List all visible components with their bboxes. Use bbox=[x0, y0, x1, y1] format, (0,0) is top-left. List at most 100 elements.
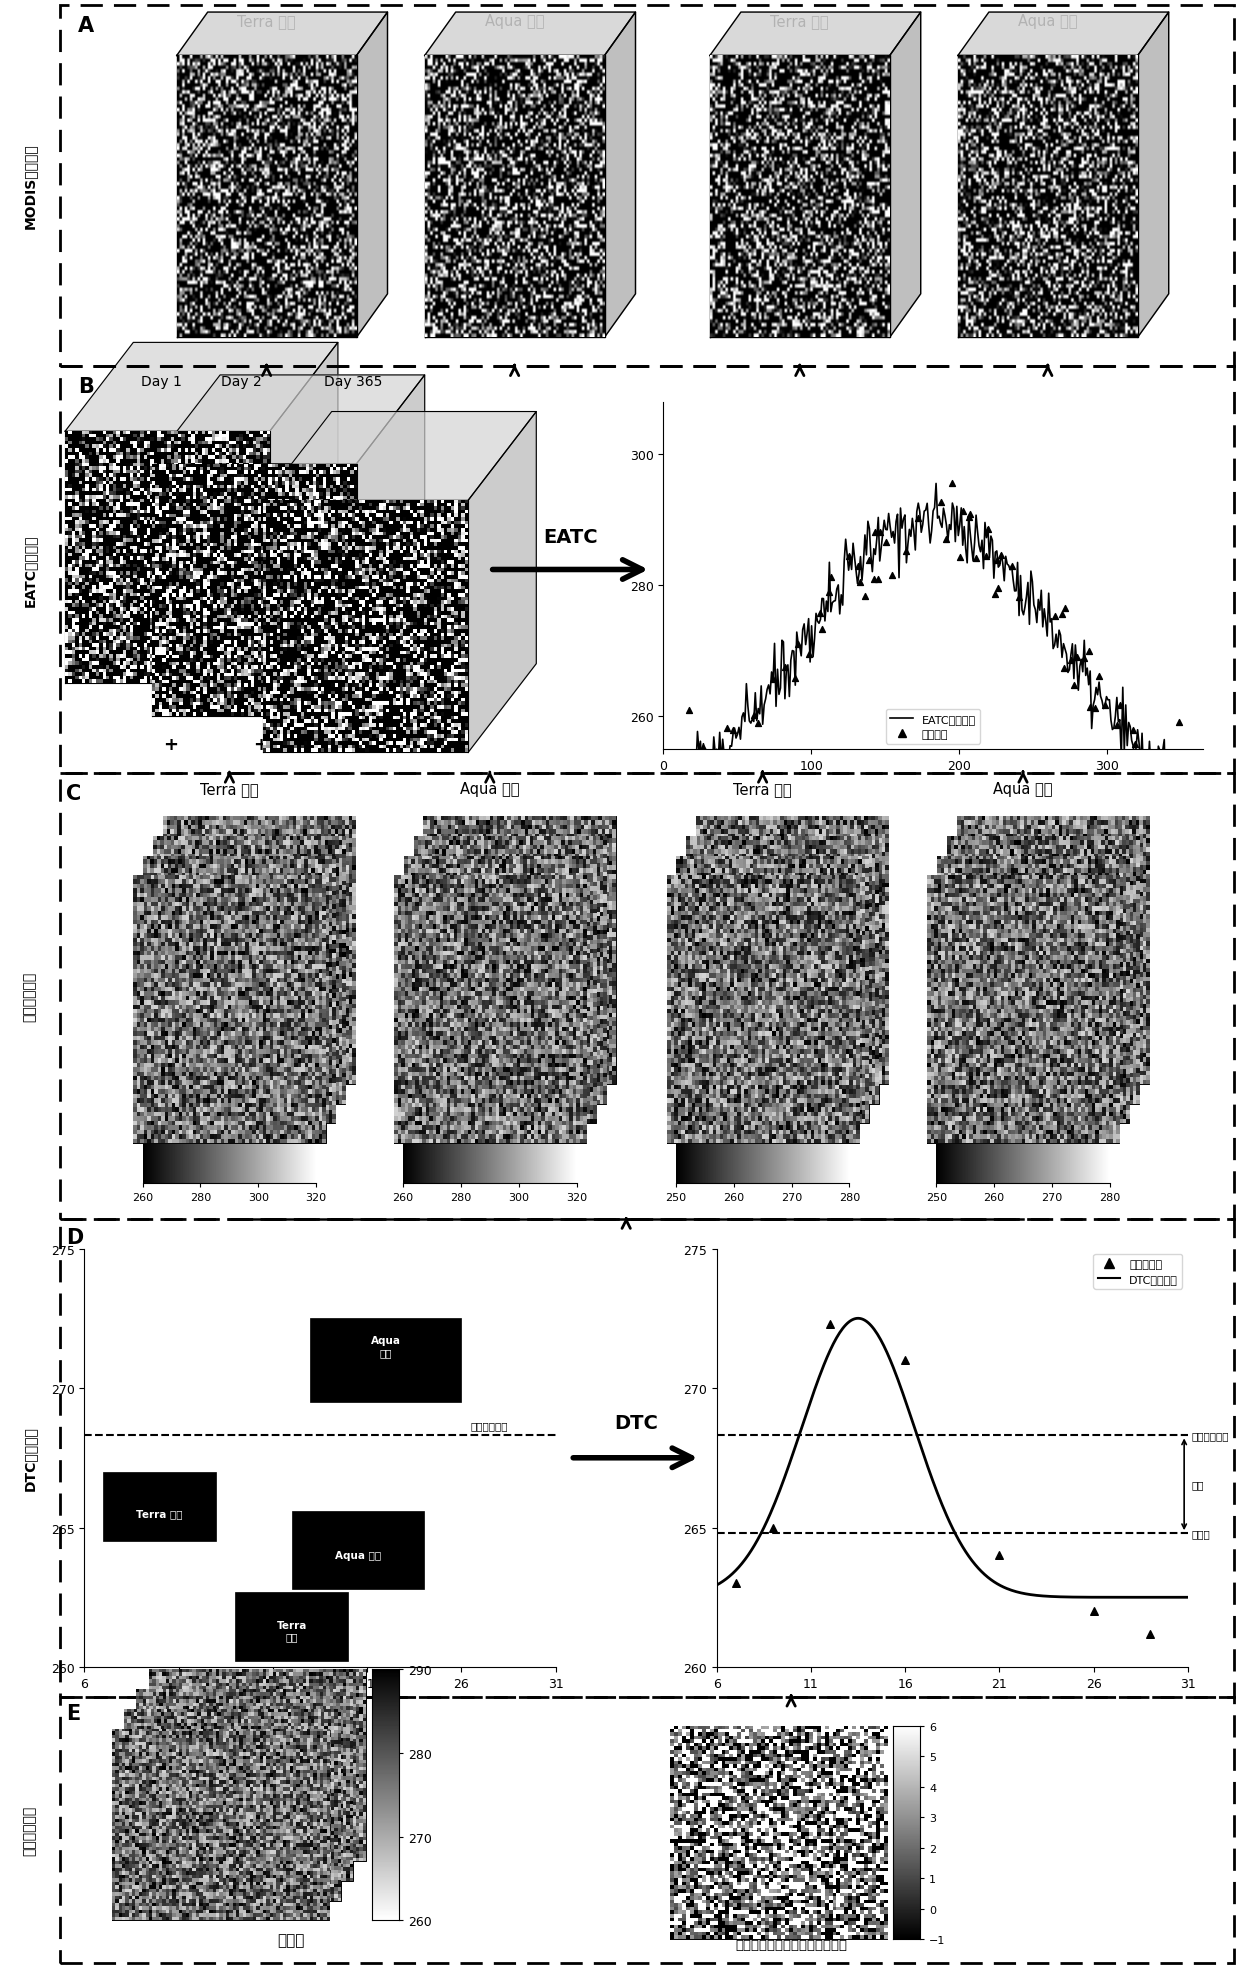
Point bbox=[1188, 760, 1208, 791]
Point bbox=[987, 545, 1007, 576]
Point bbox=[677, 750, 697, 781]
Text: 日均温: 日均温 bbox=[1192, 1529, 1210, 1539]
Point bbox=[1095, 691, 1115, 722]
Point bbox=[897, 537, 916, 568]
Point bbox=[1064, 669, 1084, 700]
Polygon shape bbox=[709, 14, 920, 57]
Point bbox=[789, 629, 808, 661]
Point bbox=[785, 663, 805, 694]
Text: Aqua 夜晚: Aqua 夜晚 bbox=[1018, 14, 1078, 30]
Text: Terra 夜晚: Terra 夜晚 bbox=[770, 14, 830, 30]
Legend: EATC模型结果, 哨空观测: EATC模型结果, 哨空观测 bbox=[887, 710, 980, 744]
Point bbox=[717, 714, 737, 746]
Point bbox=[986, 580, 1006, 612]
Bar bbox=[236, 1592, 348, 1661]
Text: Aqua 夜晚: Aqua 夜晚 bbox=[335, 1551, 381, 1561]
Point bbox=[851, 566, 870, 598]
Point bbox=[820, 578, 839, 610]
Polygon shape bbox=[177, 14, 387, 57]
Point bbox=[1109, 779, 1128, 811]
Text: C: C bbox=[66, 783, 81, 803]
Point bbox=[1123, 714, 1143, 746]
Point bbox=[1055, 594, 1075, 625]
Point bbox=[859, 545, 879, 576]
Polygon shape bbox=[1138, 14, 1168, 337]
Point bbox=[1156, 771, 1176, 803]
Text: Terra 白天: Terra 白天 bbox=[200, 781, 259, 797]
Point bbox=[1089, 661, 1109, 693]
Point bbox=[653, 773, 673, 805]
Polygon shape bbox=[357, 14, 387, 337]
Point bbox=[1002, 550, 1022, 582]
Point bbox=[693, 732, 713, 764]
Text: 口均温: 口均温 bbox=[278, 1932, 305, 1947]
Text: +: + bbox=[164, 736, 179, 754]
Polygon shape bbox=[270, 343, 337, 685]
Text: ···: ··· bbox=[308, 736, 325, 754]
Text: DTC: DTC bbox=[614, 1413, 658, 1432]
Bar bbox=[60, 367, 1234, 773]
Bar bbox=[60, 6, 1234, 367]
Text: E: E bbox=[66, 1703, 79, 1722]
Text: D: D bbox=[66, 1227, 83, 1247]
Point bbox=[952, 495, 972, 527]
Text: +: + bbox=[371, 736, 386, 754]
Text: Terra 白天: Terra 白天 bbox=[136, 1509, 184, 1519]
Point bbox=[875, 527, 895, 558]
Point bbox=[775, 651, 795, 683]
Point bbox=[882, 560, 901, 592]
Bar bbox=[291, 1511, 424, 1588]
Text: MODIS原始观测: MODIS原始观测 bbox=[22, 144, 37, 229]
Point bbox=[866, 517, 885, 548]
Point bbox=[838, 541, 858, 572]
Polygon shape bbox=[424, 14, 635, 57]
Bar bbox=[60, 773, 1234, 1219]
Point bbox=[1192, 764, 1211, 795]
Text: 四次平均均温: 四次平均均温 bbox=[1192, 1430, 1229, 1440]
Point bbox=[950, 543, 970, 574]
Point bbox=[966, 543, 986, 574]
Polygon shape bbox=[357, 375, 424, 716]
Point bbox=[811, 598, 831, 629]
Bar bbox=[103, 1472, 216, 1541]
Point bbox=[744, 700, 764, 732]
Point bbox=[856, 580, 875, 612]
Point bbox=[812, 614, 832, 645]
Polygon shape bbox=[263, 412, 536, 501]
Point bbox=[1074, 643, 1094, 675]
Point bbox=[1054, 653, 1074, 685]
Point bbox=[988, 572, 1008, 604]
Legend: 观测输入点, DTC模型结果: 观测输入点, DTC模型结果 bbox=[1094, 1255, 1183, 1288]
Point bbox=[691, 742, 711, 773]
Point bbox=[942, 468, 962, 499]
Point bbox=[864, 564, 884, 596]
Polygon shape bbox=[66, 343, 337, 432]
Text: B: B bbox=[78, 377, 94, 397]
Point bbox=[763, 665, 782, 696]
Point bbox=[1164, 775, 1184, 807]
Point bbox=[1066, 641, 1086, 673]
Polygon shape bbox=[890, 14, 920, 337]
Point bbox=[748, 708, 768, 740]
Text: A: A bbox=[78, 16, 94, 36]
Point bbox=[1079, 635, 1099, 667]
Point bbox=[1061, 645, 1081, 677]
Text: 最终输出产品: 最终输出产品 bbox=[22, 1805, 37, 1855]
Point bbox=[990, 1539, 1009, 1571]
Text: Day 2: Day 2 bbox=[222, 375, 262, 389]
Point bbox=[959, 501, 978, 533]
Text: 偏差: 偏差 bbox=[1192, 1480, 1204, 1490]
Point bbox=[1044, 602, 1064, 633]
Point bbox=[713, 750, 733, 781]
Polygon shape bbox=[605, 14, 635, 337]
Bar bbox=[310, 1318, 461, 1403]
Point bbox=[678, 694, 698, 726]
Polygon shape bbox=[469, 412, 536, 754]
Text: EATC模型示例: EATC模型示例 bbox=[22, 535, 37, 606]
Text: Aqua 白天: Aqua 白天 bbox=[485, 14, 544, 30]
Point bbox=[869, 517, 889, 548]
Point bbox=[799, 639, 818, 671]
Text: Terra 白天: Terra 白天 bbox=[237, 14, 296, 30]
Point bbox=[689, 750, 709, 781]
Text: Aqua 夜晚: Aqua 夜晚 bbox=[993, 781, 1053, 797]
